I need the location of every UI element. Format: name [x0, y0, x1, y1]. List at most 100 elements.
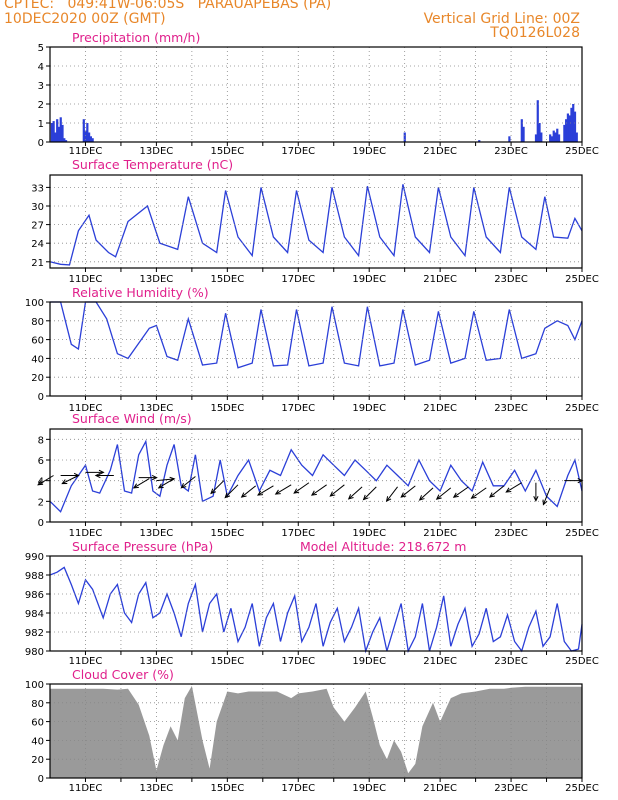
- x-tick-label: 19DEC: [352, 783, 386, 794]
- series-line: [49, 184, 583, 266]
- y-tick-label: 27: [31, 221, 44, 232]
- wind-arrow: [210, 480, 225, 494]
- panel-title: Surface Pressure (hPa): [72, 539, 213, 554]
- x-tick-label: 19DEC: [352, 656, 386, 667]
- panel-title: Cloud Cover (%): [72, 667, 174, 682]
- y-tick-label: 5: [38, 43, 44, 54]
- wind-arrow: [156, 478, 175, 482]
- precip-bar: [550, 136, 554, 142]
- wind-arrow-head: [210, 488, 216, 495]
- panel-1: [46, 46, 583, 146]
- precip-bar: [565, 119, 568, 142]
- panel-subtitle: Model Altitude: 218.672 m: [300, 539, 466, 554]
- precip-bar: [557, 134, 561, 142]
- wind-arrow-head: [329, 491, 336, 497]
- y-tick-label: 2: [38, 497, 44, 508]
- y-tick-label: 1: [38, 119, 44, 130]
- precip-bar: [63, 138, 66, 142]
- wind-arrow-head: [180, 483, 187, 489]
- wind-arrow-head: [347, 494, 354, 500]
- precip-bar: [520, 119, 523, 142]
- precip-bar: [573, 111, 577, 142]
- panel-5: [46, 555, 583, 655]
- wind-arrow: [542, 487, 551, 505]
- wind-arrow-head: [157, 483, 164, 489]
- precip-bar: [552, 130, 555, 142]
- y-tick-label: 2: [38, 100, 44, 111]
- x-tick-label: 21DEC: [423, 274, 457, 285]
- precip-bar: [575, 132, 578, 142]
- precip-bar: [84, 130, 87, 142]
- wind-arrow-head: [489, 492, 495, 498]
- x-tick-label: 13DEC: [140, 274, 174, 285]
- wind-arrow: [275, 484, 292, 495]
- wind-arrow: [224, 484, 239, 498]
- precip-bar: [56, 119, 59, 142]
- x-tick-label: 23DEC: [494, 146, 528, 157]
- x-tick-label: 19DEC: [352, 528, 386, 539]
- panel-title: Precipitation (mm/h): [72, 30, 200, 45]
- y-tick-label: 0: [38, 774, 44, 785]
- precip-bar: [86, 123, 89, 142]
- x-tick-label: 21DEC: [423, 656, 457, 667]
- wind-arrow: [37, 475, 54, 486]
- panel-frame: [49, 301, 583, 397]
- x-tick-label: 11DEC: [69, 783, 103, 794]
- header-line2-left: 10DEC2020 00Z (GMT): [4, 11, 166, 27]
- wind-arrow-head: [224, 492, 231, 499]
- precip-bar: [572, 104, 575, 142]
- wind-arrow: [471, 487, 487, 499]
- x-tick-label: 11DEC: [69, 528, 103, 539]
- series-line: [49, 566, 583, 654]
- x-tick-label: 15DEC: [210, 783, 244, 794]
- precip-bar: [540, 132, 543, 142]
- panel-title: Surface Temperature (nC): [72, 157, 233, 172]
- x-tick-label: 15DEC: [210, 146, 244, 157]
- wind-arrow-head: [452, 492, 459, 498]
- panel-4: [46, 428, 583, 526]
- wind-arrow: [62, 475, 79, 484]
- x-tick-label: 23DEC: [494, 528, 528, 539]
- wind-arrow: [311, 484, 327, 496]
- panel-frame: [49, 555, 583, 652]
- y-tick-label: 984: [25, 609, 44, 620]
- x-tick-label: 25DEC: [565, 403, 599, 414]
- wind-arrow-head: [274, 489, 281, 495]
- precip-bar: [88, 132, 91, 142]
- precip-bar: [82, 119, 85, 142]
- wind-arrow-head: [385, 496, 392, 503]
- header-line1-left: CPTEC: 049:41W-06:05S PARAUAPEBAS (PA): [4, 0, 332, 12]
- x-tick-label: 15DEC: [210, 656, 244, 667]
- y-tick-label: 986: [25, 590, 44, 601]
- x-tick-label: 19DEC: [352, 146, 386, 157]
- x-tick-label: 17DEC: [281, 656, 315, 667]
- precip-bar: [64, 140, 68, 142]
- wind-arrow-head: [362, 494, 369, 501]
- header-line3-right: TQ0126L028: [490, 25, 580, 41]
- y-tick-label: 60: [31, 336, 44, 347]
- wind-arrow-head: [240, 492, 247, 498]
- x-tick-label: 25DEC: [565, 528, 599, 539]
- precip-bar: [554, 132, 557, 142]
- y-tick-label: 8: [38, 435, 44, 446]
- y-tick-label: 40: [31, 354, 44, 365]
- wind-arrow: [241, 485, 257, 498]
- y-tick-label: 20: [31, 373, 44, 384]
- x-tick-label: 11DEC: [69, 146, 103, 157]
- precip-bar: [478, 140, 481, 142]
- panel-title: Relative Humidity (%): [72, 285, 209, 300]
- wind-arrow-head: [257, 490, 264, 496]
- wind-arrow: [348, 486, 363, 500]
- y-tick-label: 4: [38, 62, 44, 73]
- y-tick-label: 6: [38, 456, 44, 467]
- x-tick-label: 23DEC: [494, 403, 528, 414]
- wind-arrow: [133, 478, 150, 489]
- wind-arrow: [436, 487, 452, 500]
- precip-bar: [568, 115, 571, 142]
- x-tick-label: 25DEC: [565, 146, 599, 157]
- wind-arrow-head: [470, 493, 477, 499]
- wind-arrow-head: [37, 480, 44, 486]
- x-tick-label: 13DEC: [140, 656, 174, 667]
- precip-bar: [57, 126, 61, 142]
